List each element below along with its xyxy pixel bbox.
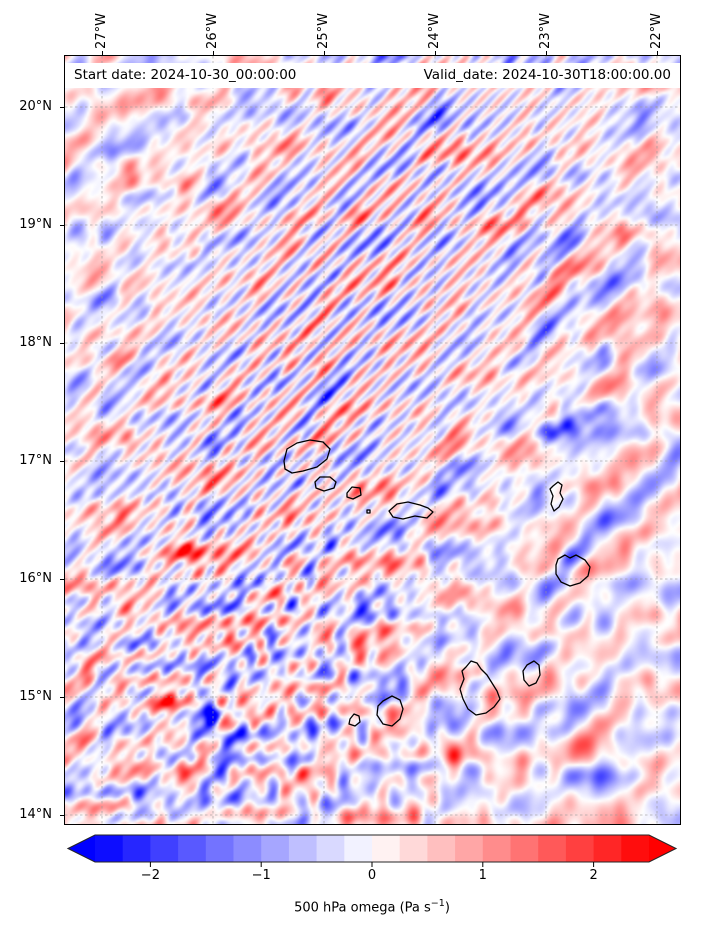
colorbar-ticks bbox=[149, 862, 595, 867]
x-tick-mark bbox=[435, 51, 436, 55]
colorbar-band bbox=[621, 835, 650, 862]
y-tick-label: 16°N bbox=[19, 571, 52, 586]
colorbar-label-suffix: ) bbox=[444, 900, 450, 916]
colorbar-band bbox=[122, 835, 151, 862]
colorbar-band bbox=[150, 835, 179, 862]
colorbar-band bbox=[455, 835, 484, 862]
colorbar-band bbox=[316, 835, 345, 862]
colorbar-outline bbox=[66, 834, 678, 863]
colorbar-tick-label: −1 bbox=[251, 868, 271, 883]
y-tick-label: 19°N bbox=[19, 217, 52, 232]
colorbar-label-text: 500 hPa omega (Pa s bbox=[294, 900, 431, 916]
x-tick-mark bbox=[546, 51, 547, 55]
x-tick-label: 23°W bbox=[538, 13, 553, 49]
y-tick-label: 20°N bbox=[19, 99, 52, 114]
y-tick-mark bbox=[60, 697, 64, 698]
colorbar-tick-label: −2 bbox=[140, 868, 160, 883]
colorbar-band bbox=[593, 835, 622, 862]
valid-date-text: Valid_date: 2024-10-30T18:00:00.00 bbox=[423, 67, 671, 83]
x-tick-mark bbox=[657, 51, 658, 55]
colorbar-band bbox=[372, 835, 401, 862]
colorbar-tick-label: 2 bbox=[589, 868, 598, 883]
y-tick-mark bbox=[60, 579, 64, 580]
colorbar-tick-label: 0 bbox=[367, 868, 377, 883]
x-tick-label: 25°W bbox=[316, 13, 331, 49]
x-tick-label: 27°W bbox=[94, 13, 109, 49]
y-tick-label: 18°N bbox=[19, 335, 52, 350]
colorbar-label: 500 hPa omega (Pa s−1) bbox=[294, 898, 450, 915]
y-tick-mark bbox=[60, 343, 64, 344]
colorbar bbox=[66, 834, 678, 867]
x-tick-label: 22°W bbox=[649, 13, 664, 49]
y-tick-label: 15°N bbox=[19, 689, 52, 704]
colorbar-band bbox=[178, 835, 207, 862]
colorbar-band bbox=[205, 835, 235, 862]
colorbar-label-sup: −1 bbox=[430, 898, 445, 909]
y-tick-mark bbox=[60, 225, 64, 226]
colorbar-band bbox=[510, 835, 539, 862]
y-tick-label: 17°N bbox=[19, 453, 52, 468]
colorbar-band bbox=[261, 835, 290, 862]
colorbar-bands bbox=[66, 834, 678, 863]
y-tick-mark bbox=[60, 107, 64, 108]
colorbar-over-arrow bbox=[649, 835, 676, 862]
x-tick-mark bbox=[324, 51, 325, 55]
colorbar-tick-label: 1 bbox=[478, 868, 487, 883]
colorbar-band bbox=[565, 835, 595, 862]
colorbar-band bbox=[344, 835, 373, 862]
map-panel: Start date: 2024-10-30_00:00:00 Valid_da… bbox=[64, 55, 681, 825]
start-date-text: Start date: 2024-10-30_00:00:00 bbox=[74, 67, 297, 83]
x-tick-mark bbox=[102, 51, 103, 55]
colorbar-band bbox=[427, 835, 456, 862]
x-tick-label: 26°W bbox=[205, 13, 220, 49]
x-tick-mark bbox=[213, 51, 214, 55]
colorbar-band bbox=[95, 835, 124, 862]
colorbar-band bbox=[233, 835, 262, 862]
x-tick-label: 24°W bbox=[427, 13, 442, 49]
colorbar-band bbox=[538, 835, 567, 862]
y-tick-label: 14°N bbox=[19, 807, 52, 822]
annotation-band: Start date: 2024-10-30_00:00:00 Valid_da… bbox=[65, 63, 680, 88]
y-tick-mark bbox=[60, 815, 64, 816]
colorbar-band bbox=[288, 835, 318, 862]
colorbar-band bbox=[399, 835, 428, 862]
colorbar-under-arrow bbox=[68, 835, 95, 862]
omega-field-heatmap bbox=[65, 56, 680, 824]
y-tick-mark bbox=[60, 461, 64, 462]
colorbar-band bbox=[482, 835, 512, 862]
